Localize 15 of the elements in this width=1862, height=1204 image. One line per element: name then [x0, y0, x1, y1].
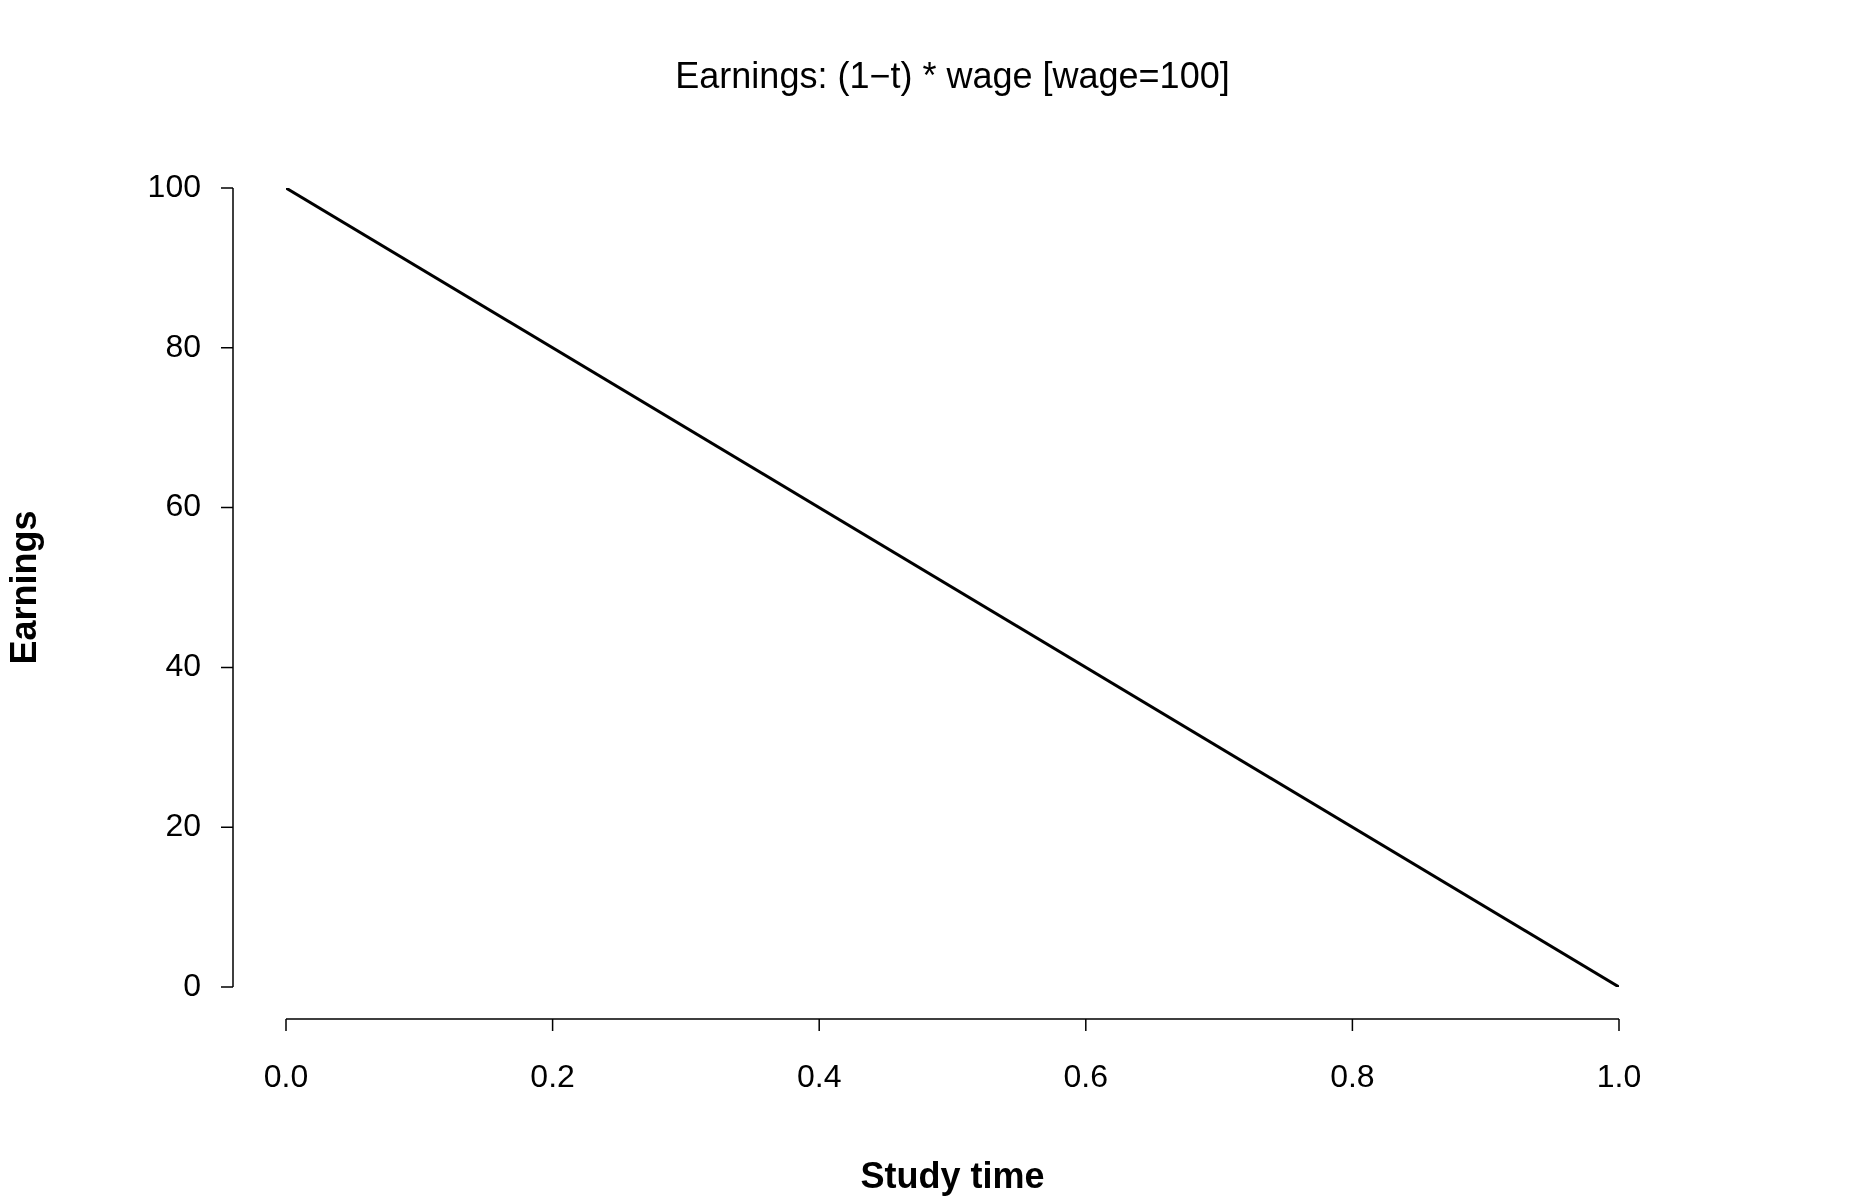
x-tick-label: 1.0 — [1596, 1058, 1642, 1095]
chart-title: Earnings: (1−t) * wage [wage=100] — [675, 54, 1230, 96]
y-tick-label: 60 — [165, 487, 201, 524]
y-tick-label: 100 — [147, 167, 201, 204]
x-tick-label: 0.2 — [530, 1058, 575, 1095]
x-tick-label: 0.0 — [263, 1058, 309, 1095]
y-axis-title: Earnings — [2, 510, 44, 665]
y-tick-label: 20 — [165, 807, 201, 844]
x-tick-label: 0.6 — [1063, 1058, 1109, 1095]
y-tick-label: 0 — [183, 966, 201, 1003]
y-tick-label: 80 — [165, 327, 201, 364]
x-axis-title: Study time — [860, 1155, 1045, 1197]
y-tick-label: 40 — [165, 647, 201, 684]
x-tick-label: 0.8 — [1330, 1058, 1375, 1095]
x-tick-label: 0.4 — [796, 1058, 842, 1095]
